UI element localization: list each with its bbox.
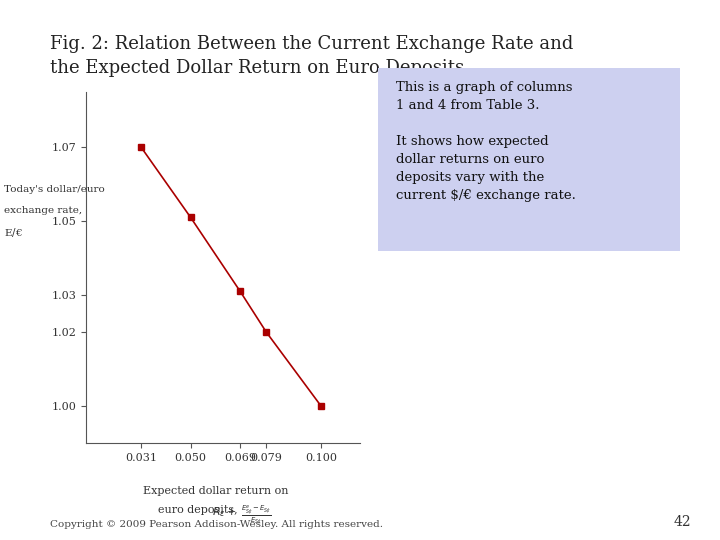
Text: E$/$€: E$/$€ — [4, 226, 22, 239]
Text: $\frac{E^e_{S/\!\!\epsilon} - E_{S/\!\!\epsilon}}{E_{S/\!\!\epsilon}}$: $\frac{E^e_{S/\!\!\epsilon} - E_{S/\!\!\… — [241, 503, 272, 526]
Text: Fig. 2: Relation Between the Current Exchange Rate and
the Expected Dollar Retur: Fig. 2: Relation Between the Current Exc… — [50, 35, 574, 77]
Text: Expected dollar return on: Expected dollar return on — [143, 486, 289, 496]
Text: 42: 42 — [674, 515, 691, 529]
Text: exchange rate,: exchange rate, — [4, 206, 85, 215]
Text: Today's dollar/euro: Today's dollar/euro — [4, 185, 104, 193]
Text: Copyright © 2009 Pearson Addison-Wesley. All rights reserved.: Copyright © 2009 Pearson Addison-Wesley.… — [50, 520, 383, 529]
Text: This is a graph of columns
1 and 4 from Table 3.

It shows how expected
dollar r: This is a graph of columns 1 and 4 from … — [396, 81, 576, 202]
Text: $R_{\epsilon}+$: $R_{\epsilon}+$ — [212, 505, 237, 519]
Text: euro deposits,: euro deposits, — [158, 505, 241, 515]
